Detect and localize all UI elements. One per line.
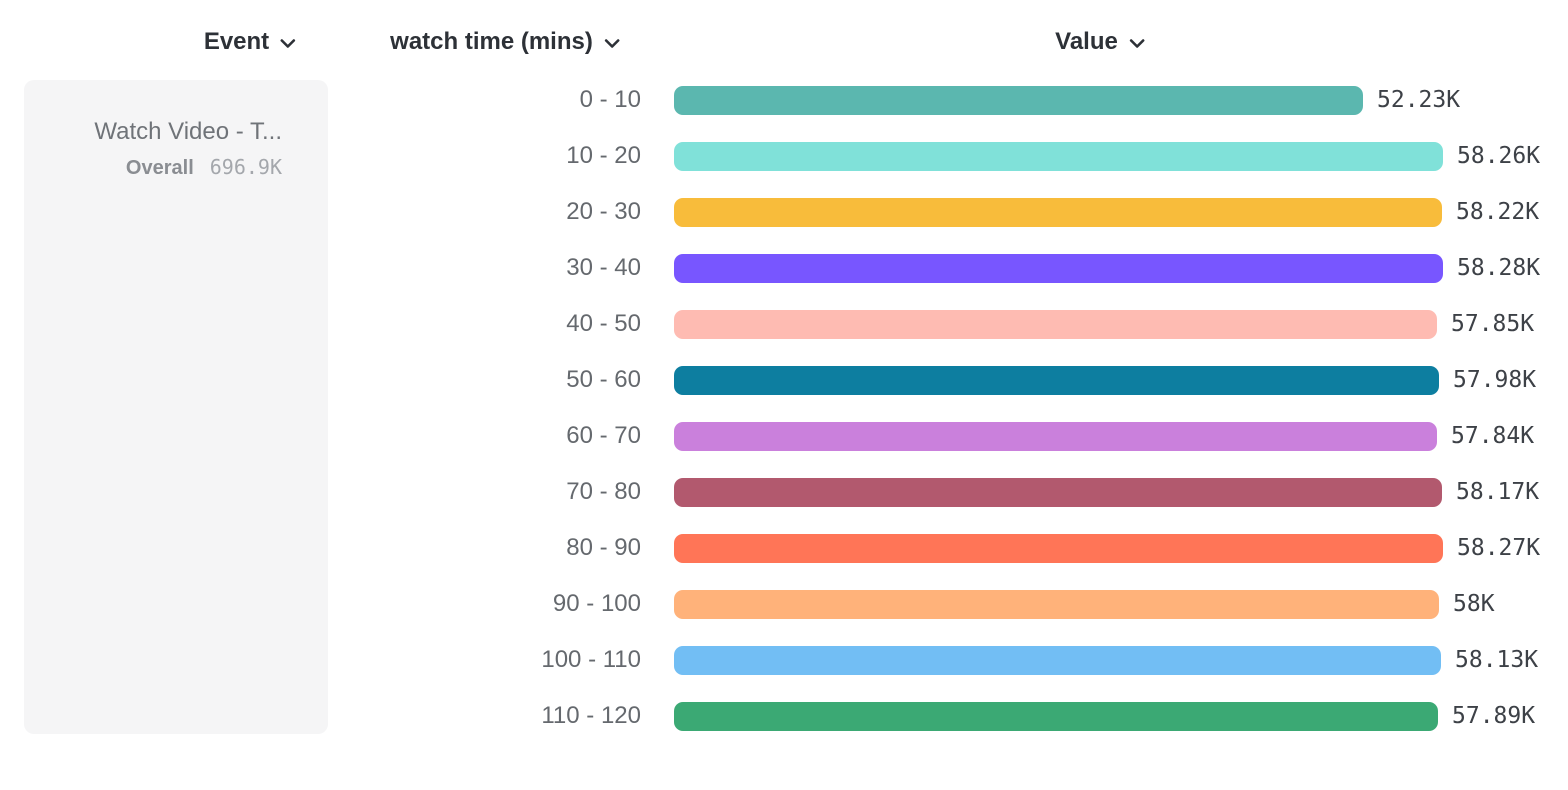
value-label: 58K xyxy=(1453,591,1495,617)
value-bar[interactable] xyxy=(674,477,1442,507)
event-legend-card[interactable]: Watch Video - T... Overall 696.9K xyxy=(24,80,328,734)
value-bar[interactable] xyxy=(674,309,1437,339)
value-label: 58.27K xyxy=(1457,535,1541,561)
value-label: 58.17K xyxy=(1456,479,1540,505)
chart-row: 100 - 110 58.13K xyxy=(0,632,1568,688)
breakdown-column-label: watch time (mins) xyxy=(390,28,593,55)
chart-row: 110 - 120 57.89K xyxy=(0,688,1568,744)
event-name: Watch Video - T... xyxy=(94,118,282,145)
value-label: 52.23K xyxy=(1377,87,1461,113)
category-label: 110 - 120 xyxy=(541,702,641,729)
chart-row: 90 - 100 58K xyxy=(0,576,1568,632)
chart-row: 20 - 30 58.22K xyxy=(0,184,1568,240)
breakdown-column-header[interactable]: watch time (mins) xyxy=(390,28,620,56)
event-overall-row: Overall 696.9K xyxy=(44,155,282,180)
category-label: 80 - 90 xyxy=(566,534,641,561)
category-label: 0 - 10 xyxy=(579,86,641,113)
category-label: 40 - 50 xyxy=(566,310,641,337)
event-column-label: Event xyxy=(203,28,270,55)
value-bar[interactable] xyxy=(674,85,1363,115)
value-bar[interactable] xyxy=(674,365,1439,395)
value-bar[interactable] xyxy=(674,589,1439,619)
category-label: 90 - 100 xyxy=(552,590,641,617)
value-bar[interactable] xyxy=(674,421,1437,451)
category-label: 30 - 40 xyxy=(566,254,641,281)
chevron-down-icon xyxy=(604,38,620,48)
overall-value: 696.9K xyxy=(209,155,282,179)
value-bar[interactable] xyxy=(674,533,1443,563)
category-label: 50 - 60 xyxy=(566,366,641,393)
category-label: 100 - 110 xyxy=(541,646,641,673)
chevron-down-icon xyxy=(1129,38,1145,48)
value-label: 58.26K xyxy=(1457,143,1541,169)
category-label: 70 - 80 xyxy=(566,478,641,505)
value-label: 58.13K xyxy=(1455,647,1539,673)
value-bar[interactable] xyxy=(674,701,1438,731)
chart-row: 40 - 50 57.85K xyxy=(0,296,1568,352)
chart-row: 50 - 60 57.98K xyxy=(0,352,1568,408)
overall-label: Overall xyxy=(125,157,194,179)
category-label: 10 - 20 xyxy=(566,142,641,169)
chevron-down-icon xyxy=(280,38,296,48)
value-label: 57.98K xyxy=(1453,367,1537,393)
value-label: 57.85K xyxy=(1451,311,1535,337)
value-bar[interactable] xyxy=(674,645,1441,675)
category-label: 60 - 70 xyxy=(566,422,641,449)
chart-row: 0 - 10 52.23K xyxy=(0,72,1568,128)
value-label: 58.22K xyxy=(1456,199,1540,225)
chart-row: 80 - 90 58.27K xyxy=(0,520,1568,576)
value-bar[interactable] xyxy=(674,141,1443,171)
chart-row: 70 - 80 58.17K xyxy=(0,464,1568,520)
value-label: 58.28K xyxy=(1457,255,1541,281)
value-bar[interactable] xyxy=(674,253,1443,283)
event-column-header[interactable]: Event xyxy=(204,28,296,56)
category-label: 20 - 30 xyxy=(566,198,641,225)
chart-row: 60 - 70 57.84K xyxy=(0,408,1568,464)
value-label: 57.89K xyxy=(1452,703,1536,729)
chart-row: 30 - 40 58.28K xyxy=(0,240,1568,296)
value-bar[interactable] xyxy=(674,197,1442,227)
value-label: 57.84K xyxy=(1451,423,1535,449)
value-column-header[interactable]: Value xyxy=(1055,28,1145,56)
bar-chart: 0 - 10 52.23K 10 - 20 58.26K 20 - 30 58.… xyxy=(0,72,1568,744)
chart-row: 10 - 20 58.26K xyxy=(0,128,1568,184)
value-column-label: Value xyxy=(1055,28,1118,55)
